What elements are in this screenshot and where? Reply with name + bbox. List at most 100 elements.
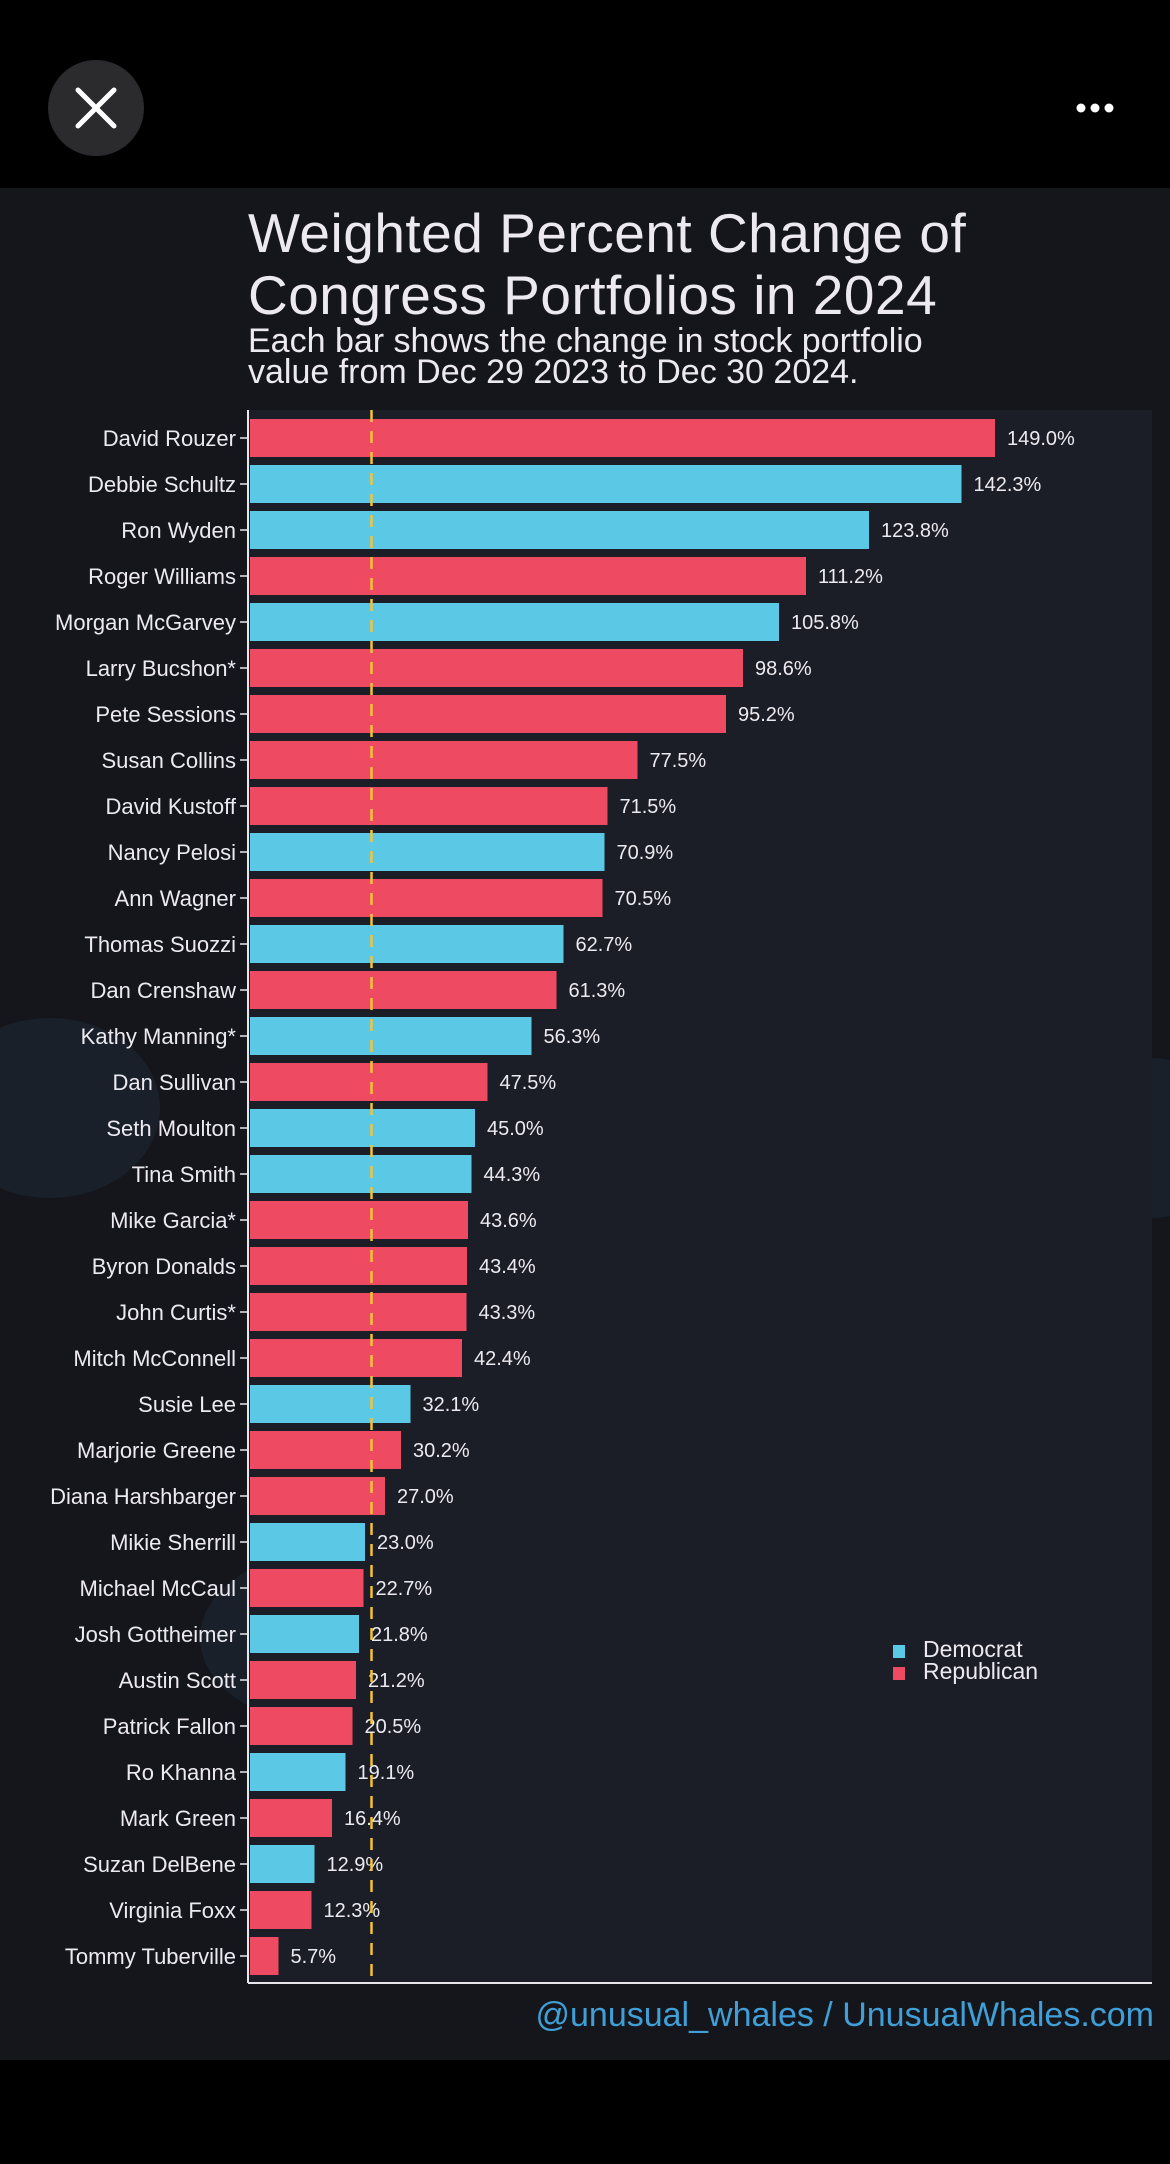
bar	[250, 971, 557, 1009]
bar	[250, 1799, 332, 1837]
y-tick-label: Tommy Tuberville	[65, 1944, 236, 1969]
value-label: 142.3%	[974, 474, 1042, 496]
value-label: 32.1%	[423, 1394, 480, 1416]
y-tick-label: Ann Wagner	[115, 886, 236, 911]
chart-canvas: 149.0% 142.3% 123.8% 111.2% 105.8% 98.6% 95.2%…	[0, 410, 1170, 1984]
value-label: 47.5%	[500, 1072, 557, 1094]
y-tick-label: David Rouzer	[103, 426, 236, 451]
value-label: 111.2%	[818, 566, 883, 588]
value-label: 5.7%	[291, 1946, 337, 1968]
bar	[250, 695, 726, 733]
bar	[250, 1155, 472, 1193]
bar	[250, 1753, 346, 1791]
y-tick-label: Mikie Sherrill	[110, 1530, 236, 1555]
value-label: 105.8%	[791, 612, 859, 634]
bar	[250, 1845, 315, 1883]
value-label: 12.9%	[327, 1854, 384, 1876]
y-tick-label: Austin Scott	[119, 1668, 236, 1693]
close-button[interactable]	[48, 60, 144, 156]
value-label: 21.8%	[371, 1624, 428, 1646]
value-label: 12.3%	[324, 1900, 381, 1922]
y-tick-label: Michael McCaul	[80, 1576, 237, 1601]
value-label: 20.5%	[365, 1716, 422, 1738]
value-label: 149.0%	[1007, 428, 1075, 450]
y-tick-label: Nancy Pelosi	[108, 840, 236, 865]
bar	[250, 833, 605, 871]
chart-figure: 149.0% 142.3% 123.8% 111.2% 105.8% 98.6% 95.2%…	[0, 188, 1170, 2060]
chart-subtitle-line: value from Dec 29 2023 to Dec 30 2024.	[248, 353, 859, 391]
value-label: 43.6%	[480, 1210, 537, 1232]
plot-area	[248, 410, 1152, 1983]
chart-subtitle-line: Each bar shows the change in stock portf…	[248, 322, 923, 360]
y-tick-label: Roger Williams	[88, 564, 236, 589]
legend-label: Republican	[923, 1658, 1038, 1684]
y-tick-label: David Kustoff	[106, 794, 237, 819]
chart-subtitle: Each bar shows the change in stock portf…	[248, 322, 1128, 391]
bar	[250, 419, 995, 457]
bar	[250, 1615, 359, 1653]
bar	[250, 649, 743, 687]
value-label: 43.4%	[479, 1256, 536, 1278]
y-tick-label: Larry Bucshon*	[86, 656, 237, 681]
bar	[250, 1523, 365, 1561]
value-label: 22.7%	[376, 1578, 433, 1600]
bar	[250, 925, 564, 963]
value-label: 19.1%	[358, 1762, 415, 1784]
y-tick-label: Seth Moulton	[106, 1116, 236, 1141]
y-tick-label: Diana Harshbarger	[50, 1484, 236, 1509]
value-label: 45.0%	[487, 1118, 544, 1140]
value-label: 61.3%	[569, 980, 626, 1002]
credit-link[interactable]: @unusual_whales / UnusualWhales.com	[535, 1996, 1155, 2034]
y-tick-label: Marjorie Greene	[77, 1438, 236, 1463]
y-tick-label: Suzan DelBene	[83, 1852, 236, 1877]
more-options-button[interactable]	[1060, 80, 1130, 136]
y-tick-label: John Curtis*	[116, 1300, 236, 1325]
y-tick-label: Ro Khanna	[126, 1760, 237, 1785]
value-label: 77.5%	[650, 750, 707, 772]
bar	[250, 603, 779, 641]
y-tick-label: Dan Sullivan	[112, 1070, 236, 1095]
bar	[250, 1707, 353, 1745]
bar	[250, 465, 962, 503]
value-label: 95.2%	[738, 704, 795, 726]
value-label: 71.5%	[620, 796, 677, 818]
bar	[250, 1385, 411, 1423]
bar	[250, 511, 869, 549]
y-tick-label: Josh Gottheimer	[75, 1622, 236, 1647]
y-tick-label: Susie Lee	[138, 1392, 236, 1417]
y-tick-label: Byron Donalds	[92, 1254, 236, 1279]
bar	[250, 1109, 475, 1147]
chart-title: Weighted Percent Change of Congress Port…	[248, 202, 1128, 326]
more-horizontal-icon	[1076, 103, 1114, 113]
chart-title-line: Congress Portfolios in 2024	[248, 264, 938, 326]
chart-title-line: Weighted Percent Change of	[248, 202, 967, 264]
y-tick-label: Morgan McGarvey	[55, 610, 236, 635]
y-tick-label: Mark Green	[120, 1806, 236, 1831]
image-viewer-toolbar	[0, 0, 1170, 188]
bar	[250, 1569, 364, 1607]
value-label: 70.9%	[617, 842, 674, 864]
y-tick-label: Susan Collins	[101, 748, 236, 773]
y-tick-label: Dan Crenshaw	[90, 978, 236, 1003]
bar	[250, 879, 603, 917]
value-label: 70.5%	[615, 888, 672, 910]
bar	[250, 1661, 356, 1699]
y-tick-label: Patrick Fallon	[103, 1714, 236, 1739]
value-label: 98.6%	[755, 658, 812, 680]
y-tick-label: Mike Garcia*	[110, 1208, 236, 1233]
y-tick-label: Pete Sessions	[95, 702, 236, 727]
value-label: 62.7%	[576, 934, 633, 956]
bar	[250, 557, 806, 595]
value-label: 44.3%	[484, 1164, 541, 1186]
bar	[250, 1477, 385, 1515]
value-label: 43.3%	[479, 1302, 536, 1324]
y-tick-label: Kathy Manning*	[81, 1024, 237, 1049]
legend-swatch	[893, 1667, 905, 1680]
legend-label: Democrat	[923, 1636, 1023, 1662]
y-tick-label: Mitch McConnell	[73, 1346, 236, 1371]
value-label: 42.4%	[474, 1348, 531, 1370]
bar	[250, 1891, 312, 1929]
value-label: 23.0%	[377, 1532, 434, 1554]
y-tick-label: Ron Wyden	[121, 518, 236, 543]
